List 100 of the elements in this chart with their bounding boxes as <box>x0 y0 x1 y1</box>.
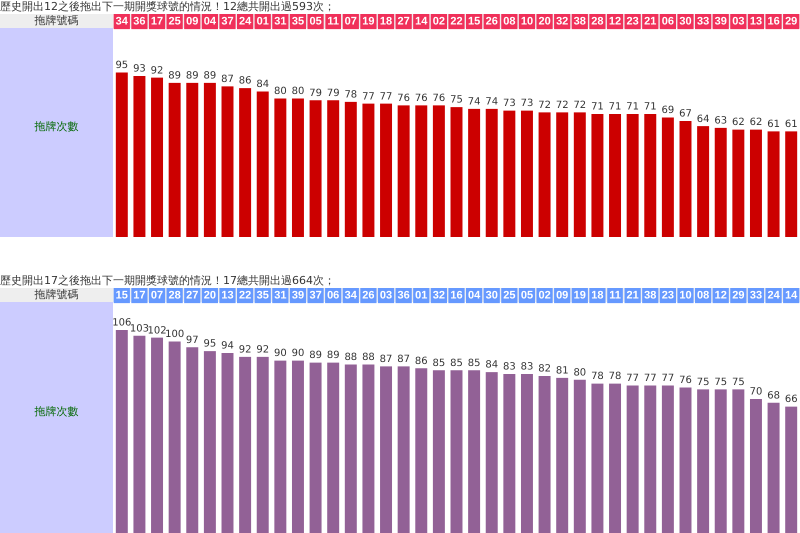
x-tick-label: 19 <box>362 16 375 28</box>
data-label: 103 <box>130 323 149 334</box>
bar <box>222 86 234 237</box>
data-label: 74 <box>485 96 498 108</box>
data-label: 72 <box>556 100 569 111</box>
bar <box>415 368 428 533</box>
bar <box>768 131 780 237</box>
data-label: 71 <box>644 102 657 113</box>
x-tick-label: 01 <box>415 290 428 302</box>
data-label: 76 <box>432 92 446 104</box>
bar <box>222 352 234 533</box>
data-label: 95 <box>115 60 128 72</box>
bar <box>310 100 322 237</box>
x-tick-label: 02 <box>538 290 551 302</box>
x-tick-label: 02 <box>432 16 446 28</box>
data-label: 66 <box>784 394 798 406</box>
bar <box>714 389 727 533</box>
bar <box>591 114 604 237</box>
bar <box>292 98 304 237</box>
data-label: 92 <box>256 344 270 356</box>
bar <box>503 374 516 533</box>
x-tick-label: 14 <box>785 290 798 302</box>
bar <box>609 384 622 533</box>
bar <box>680 120 692 237</box>
bar <box>520 374 533 533</box>
data-label: 85 <box>450 358 463 369</box>
x-tick-label: 16 <box>767 16 780 28</box>
data-label: 106 <box>112 318 132 329</box>
data-label: 61 <box>767 118 780 130</box>
data-label: 77 <box>662 373 674 384</box>
x-tick-label: 33 <box>696 16 710 28</box>
bar <box>239 356 252 533</box>
bar <box>626 386 639 533</box>
data-label: 95 <box>204 338 216 350</box>
bar <box>697 126 710 237</box>
x-tick-label: 03 <box>380 290 392 302</box>
bar <box>168 82 181 237</box>
data-label: 85 <box>468 358 480 369</box>
data-label: 68 <box>767 390 780 402</box>
data-label: 77 <box>626 373 640 384</box>
x-tick-label: 28 <box>168 290 181 302</box>
bar <box>133 76 146 237</box>
data-label: 89 <box>204 70 216 82</box>
x-tick-label: 14 <box>415 16 428 28</box>
data-label: 90 <box>274 348 287 360</box>
bar <box>380 366 392 533</box>
data-label: 67 <box>679 108 692 120</box>
x-tick-label: 30 <box>486 290 498 302</box>
data-label: 76 <box>679 375 692 386</box>
bar <box>644 386 656 533</box>
x-tick-label: 11 <box>609 290 621 302</box>
bar <box>186 82 198 237</box>
x-tick-label: 26 <box>486 16 498 28</box>
bar <box>310 362 322 533</box>
x-tick-label: 20 <box>204 290 216 302</box>
bar <box>680 387 692 533</box>
data-label: 71 <box>608 102 622 113</box>
x-tick-label: 15 <box>468 16 480 28</box>
bar <box>274 360 286 533</box>
x-tick-label: 09 <box>556 290 568 302</box>
x-tick-label: 36 <box>398 290 410 302</box>
x-tick-label: 04 <box>468 290 482 302</box>
x-tick-label: 23 <box>626 16 639 28</box>
data-label: 84 <box>256 79 270 90</box>
bar <box>732 389 744 533</box>
bar <box>256 92 269 237</box>
y-axis-title: 拖牌次數 <box>34 118 80 134</box>
chart-title: 歷史開出17之後拖出下一期開獎球號的情況！17總共開出過664次； <box>0 274 336 288</box>
y-axis-title: 拖牌次數 <box>34 404 80 418</box>
x-tick-label: 35 <box>256 290 269 302</box>
x-tick-label: 22 <box>238 290 252 302</box>
bar <box>450 370 462 533</box>
data-label: 82 <box>538 364 551 375</box>
bar <box>556 378 568 533</box>
x-tick-label: 09 <box>186 16 198 28</box>
x-tick-label: 08 <box>503 16 516 28</box>
data-label: 80 <box>292 86 304 98</box>
bar <box>327 362 340 533</box>
x-tick-label: 03 <box>732 16 744 28</box>
data-label: 77 <box>362 91 375 102</box>
bar <box>538 376 551 533</box>
x-tick-label: 10 <box>520 16 534 28</box>
x-tick-label: 01 <box>256 16 269 28</box>
bar <box>750 398 762 533</box>
data-label: 75 <box>732 376 745 388</box>
x-tick-label: 29 <box>785 16 798 28</box>
data-label: 102 <box>147 325 167 336</box>
data-label: 64 <box>696 114 710 125</box>
x-tick-label: 30 <box>679 16 692 28</box>
data-label: 87 <box>380 354 392 365</box>
data-label: 94 <box>221 340 234 352</box>
data-label: 73 <box>502 98 516 110</box>
data-label: 92 <box>150 65 164 76</box>
bar <box>186 347 198 533</box>
x-tick-label: 07 <box>344 16 357 28</box>
x-tick-label: 21 <box>626 290 639 302</box>
bar <box>168 342 181 533</box>
data-label: 100 <box>165 329 184 340</box>
bar <box>398 366 410 533</box>
x-tick-label: 12 <box>714 290 727 302</box>
